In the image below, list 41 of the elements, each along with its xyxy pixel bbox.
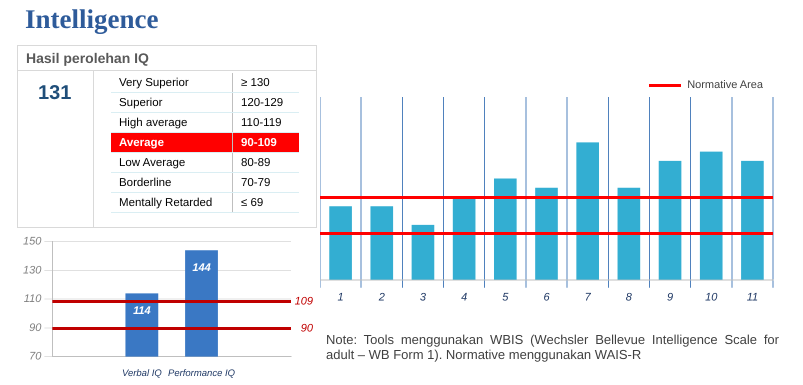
- text: ≤ 69: [241, 196, 264, 208]
- x-tick-label: 1: [338, 291, 344, 304]
- text: 80-89: [241, 156, 270, 168]
- x-tick-label: 11: [746, 291, 758, 304]
- x-tick-label: 8: [626, 291, 633, 304]
- y-tick-label: 70: [29, 350, 42, 363]
- text: Note: Tools menggunakan WBIS (Wechsler Bellevue Intelligence Scale for adult – WB Form 1). Normative menggunakan WAIS-R: [326, 332, 779, 362]
- category-label: Very Superior: [111, 73, 232, 92]
- text: 90-109: [241, 136, 277, 148]
- x-tick-label: 2: [378, 291, 385, 304]
- text: 70-79: [241, 176, 270, 188]
- y-tick-label: 150: [22, 236, 42, 248]
- y-tick-label: 130: [22, 264, 42, 276]
- category-label: Borderline: [111, 172, 232, 192]
- x-tick-label: 7: [584, 291, 592, 304]
- text: Hasil perolehan IQ: [26, 50, 149, 66]
- x-tick-label: 3: [420, 291, 427, 304]
- x-tick-label: 6: [543, 291, 550, 304]
- data-label: 114: [133, 304, 151, 317]
- legend-label: Normative Area: [687, 79, 763, 91]
- category-label: High average: [111, 112, 232, 132]
- x-tick-label: Performance IQ: [168, 368, 236, 379]
- x-tick-label: 10: [705, 291, 718, 304]
- text: ≥ 130: [241, 76, 270, 88]
- data-label: 144: [192, 262, 211, 274]
- category-label: Superior: [111, 92, 232, 112]
- ref-line-label: 90: [300, 322, 314, 335]
- text: 110-119: [241, 116, 282, 128]
- category-label: Average: [111, 132, 232, 152]
- x-tick-label: 9: [666, 291, 674, 304]
- text: 131: [38, 82, 72, 105]
- category-label: Mentally Retarded: [111, 192, 232, 212]
- x-tick-label: 5: [502, 291, 510, 304]
- text: Intelligence: [25, 4, 158, 35]
- y-tick-label: 90: [29, 322, 42, 334]
- text: 120-129: [241, 96, 284, 108]
- ref-line-label: 109: [294, 296, 313, 308]
- x-tick-label: 4: [461, 291, 468, 304]
- y-tick-label: 110: [24, 293, 42, 306]
- x-tick-label: Verbal IQ: [122, 368, 162, 379]
- category-label: Low Average: [111, 152, 232, 172]
